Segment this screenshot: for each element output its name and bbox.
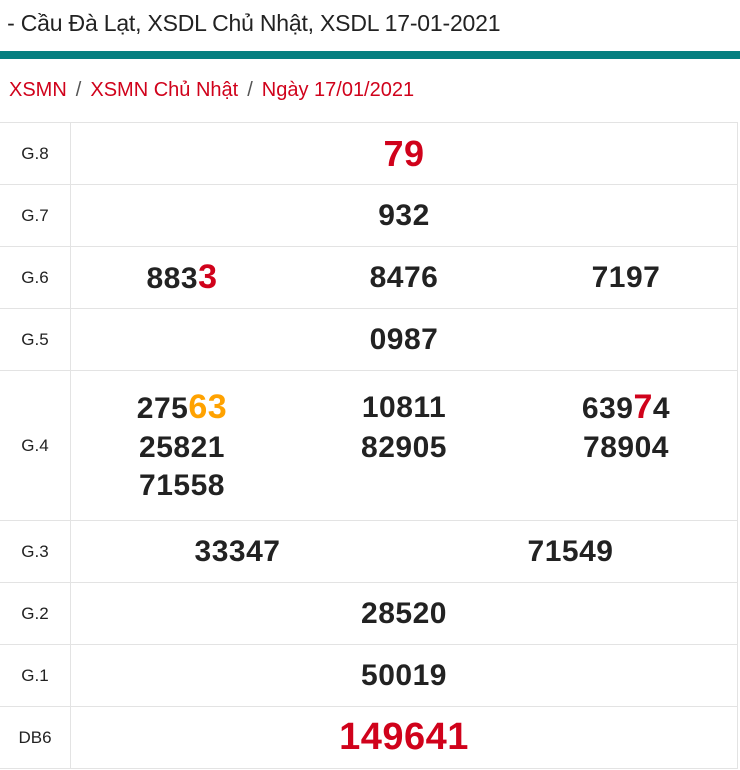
breadcrumb-separator: / [247, 79, 253, 101]
digits: 28520 [361, 596, 447, 630]
prize-number: 71549 [528, 535, 614, 569]
prize-label: G.1 [0, 644, 71, 707]
prize-label: G.8 [0, 122, 71, 185]
prize-number: 27563 [137, 388, 227, 427]
prize-number: 79 [383, 133, 424, 175]
prize-label: G.5 [0, 308, 71, 371]
prize-label: DB6 [0, 706, 71, 769]
prize-label: G.3 [0, 520, 71, 583]
prize-row-g5: G.5 0987 [0, 308, 738, 371]
digits: 639 [581, 392, 634, 425]
prize-number: 71558 [139, 469, 225, 503]
prize-values: 932 [70, 184, 738, 247]
breadcrumb: XSMN / XSMN Chủ Nhật / Ngày 17/01/2021 [9, 79, 414, 102]
prize-number: 7197 [592, 261, 661, 295]
prize-number: 10811 [362, 391, 446, 425]
prize-label: G.7 [0, 184, 71, 247]
accent-bar [0, 51, 740, 59]
digits: 71558 [139, 469, 225, 502]
prize-row-g2: G.2 28520 [0, 582, 738, 645]
prize-values: 0987 [70, 308, 738, 371]
prize-row-g4: G.4 27563 10811 63974 25821 82905 78904 71558 [0, 370, 738, 521]
prize-values: 79 [70, 122, 738, 185]
highlighted-digits: 63 [188, 388, 228, 426]
prize-values: 8833 8476 7197 [70, 246, 738, 309]
prize-number: 33347 [195, 535, 281, 569]
digits: 275 [136, 392, 189, 425]
digits: 33347 [194, 534, 281, 568]
digits: 25821 [139, 431, 225, 464]
highlighted-digits: 3 [198, 258, 218, 296]
breadcrumb-xsmn[interactable]: XSMN [9, 79, 67, 101]
prize-number: 932 [378, 199, 430, 233]
results-table: G.8 79 G.7 932 G.6 8833 8476 7197 G.5 0987 G.4 2756… [0, 122, 738, 769]
prize-number: 8476 [370, 261, 439, 295]
breadcrumb-separator: / [75, 79, 82, 101]
prize-values: 27563 10811 63974 25821 82905 78904 71558 [70, 370, 738, 521]
digits: 932 [378, 198, 430, 232]
prize-row-g6: G.6 8833 8476 7197 [0, 246, 738, 309]
digits: 50019 [361, 658, 447, 692]
prize-number: 28520 [361, 597, 447, 631]
prize-values: 28520 [70, 582, 738, 645]
page-title: l - Cầu Đà Lạt, XSDL Chủ Nhật, XSDL 17-0… [0, 10, 501, 36]
digits: 82905 [361, 431, 447, 464]
digits: 78904 [583, 431, 669, 464]
prize-label: G.4 [0, 370, 71, 521]
digits: 10811 [361, 390, 447, 424]
highlighted-digits: 79 [383, 132, 425, 174]
prize-label: G.2 [0, 582, 71, 645]
breadcrumb-date[interactable]: Ngày 17/01/2021 [261, 79, 415, 101]
digits: 8476 [369, 260, 439, 294]
prize-row-g1: G.1 50019 [0, 644, 738, 707]
prize-row-g3: G.3 33347 71549 [0, 520, 738, 583]
prize-number: 25821 [139, 431, 225, 465]
prize-label: G.6 [0, 246, 71, 309]
digits: 71549 [527, 534, 614, 568]
highlighted-digits: 149641 [339, 716, 469, 758]
prize-number: 50019 [361, 659, 447, 693]
prize-number: 8833 [147, 258, 218, 297]
prize-values: 149641 [70, 706, 738, 769]
prize-number: 78904 [583, 431, 669, 465]
prize-number: 149641 [339, 716, 469, 759]
prize-row-db6: DB6 149641 [0, 706, 738, 769]
prize-number: 0987 [370, 323, 439, 357]
highlighted-digits: 7 [633, 388, 653, 426]
digits: 883 [146, 262, 199, 295]
digits: 4 [652, 392, 671, 425]
prize-values: 33347 71549 [70, 520, 738, 583]
prize-row-g7: G.7 932 [0, 184, 738, 247]
digits: 7197 [591, 260, 661, 294]
digits: 0987 [369, 322, 439, 356]
prize-number: 82905 [361, 431, 447, 465]
prize-row-g8: G.8 79 [0, 122, 738, 185]
breadcrumb-xsmn-chu-nhat[interactable]: XSMN Chủ Nhật [90, 79, 239, 101]
prize-values: 50019 [70, 644, 738, 707]
prize-number: 63974 [582, 388, 670, 427]
